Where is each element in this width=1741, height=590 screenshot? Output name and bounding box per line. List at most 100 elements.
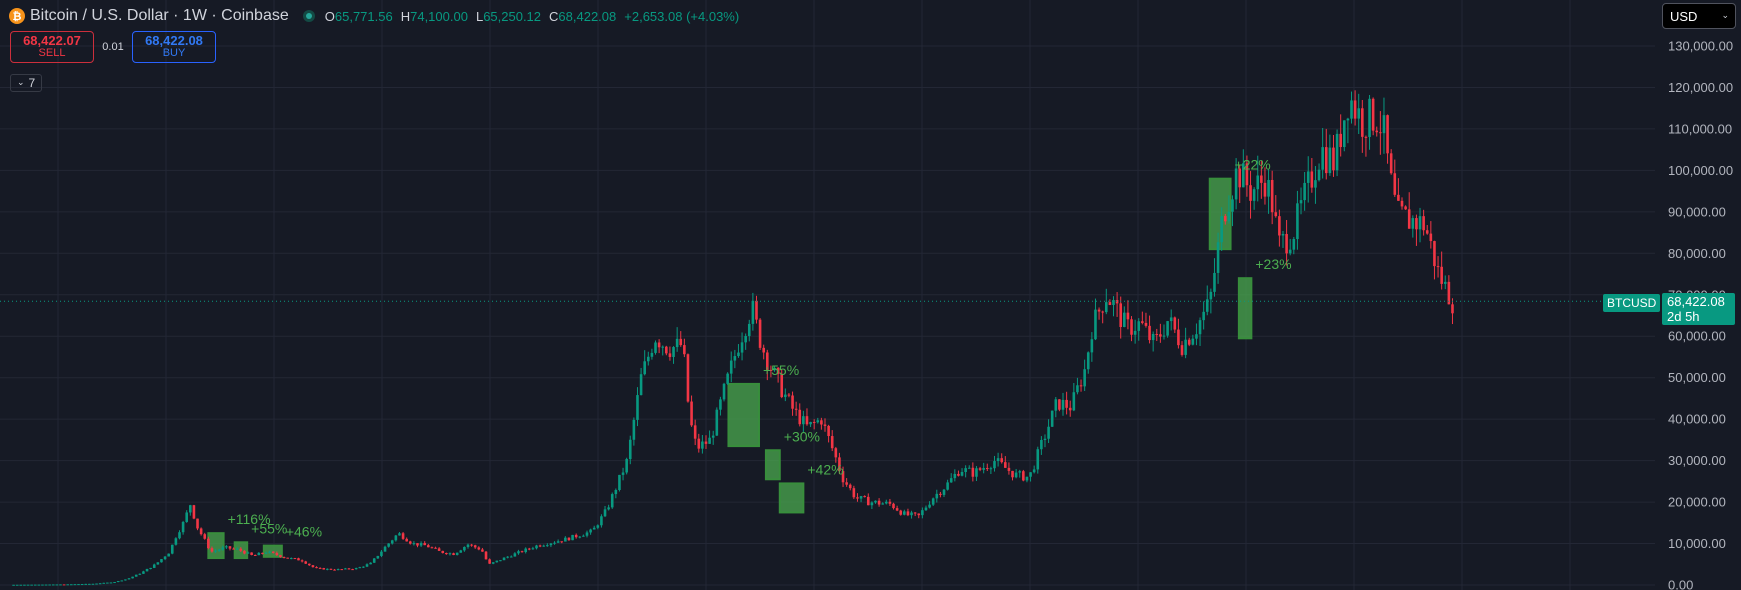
ohlc-low: L 65,250.12 (476, 9, 541, 24)
sell-button[interactable]: 68,422.07 SELL (10, 31, 94, 63)
candle-body (304, 561, 308, 564)
candle-body (1112, 300, 1115, 305)
candle-body (679, 338, 683, 346)
candle-body (293, 558, 297, 560)
candle-body (412, 543, 416, 545)
candle-body (931, 498, 935, 505)
candle-body (1382, 115, 1386, 134)
candle-body (852, 488, 856, 498)
candle-body (546, 545, 549, 547)
candle-body (1411, 218, 1415, 229)
candle-body (564, 537, 567, 542)
candle-body (336, 569, 340, 571)
candle-body (203, 534, 207, 539)
candle-body (394, 535, 398, 541)
candle-body (1299, 200, 1303, 204)
candle-body (1361, 108, 1364, 137)
candle-body (913, 512, 917, 514)
candle-body (816, 420, 820, 423)
spread-value: 0.01 (102, 41, 124, 53)
candle-body (405, 538, 408, 542)
candle-body (668, 353, 672, 357)
symbol-title[interactable]: Bitcoin / U.S. Dollar · 1W · Coinbase (30, 7, 289, 24)
candle-body (603, 509, 607, 517)
candle-body (877, 500, 881, 505)
candle-body (441, 550, 445, 553)
candle-body (538, 545, 542, 547)
indicators-toggle-button[interactable]: ⌄ 7 (10, 74, 43, 92)
candle-body (665, 346, 668, 354)
candle-body (747, 323, 751, 337)
candle-body (903, 511, 906, 515)
candle-body (1050, 410, 1054, 427)
candle-body (239, 548, 243, 551)
candle-body (715, 409, 719, 436)
candle-body (131, 576, 134, 579)
candle-body (300, 560, 304, 562)
candle-body (189, 505, 192, 513)
candle-body (1205, 299, 1209, 312)
candle-body (632, 419, 636, 440)
candle-body (1310, 171, 1314, 188)
chevron-down-icon: ⌄ (17, 78, 25, 88)
candle-body (225, 546, 228, 548)
candle-body (755, 300, 758, 320)
buy-button[interactable]: 68,422.08 BUY (132, 31, 216, 63)
candle-body (398, 533, 401, 536)
candle-body (985, 468, 989, 470)
candle-body (798, 409, 802, 425)
candle-body (942, 489, 946, 495)
candle-body (1094, 309, 1097, 340)
candle-body (614, 490, 618, 495)
candle-body (928, 504, 931, 508)
gain-annotation-box (778, 482, 805, 514)
candle-body (66, 584, 69, 586)
candle-body (704, 441, 708, 444)
gain-annotation-box (727, 382, 760, 448)
candle-body (1386, 115, 1389, 154)
candle-body (1054, 399, 1058, 411)
candle-body (693, 425, 697, 439)
candle-body (509, 556, 513, 558)
ohlc-close-value: 68,422.08 (558, 8, 617, 24)
candle-body (315, 567, 318, 569)
candle-body (1375, 130, 1379, 133)
candle-body (582, 535, 585, 537)
candle-body (1101, 311, 1104, 313)
market-status-icon[interactable] (302, 10, 315, 22)
candle-body (845, 482, 848, 485)
candle-body (185, 512, 189, 522)
sell-label: SELL (38, 47, 66, 60)
candle-body (1353, 100, 1357, 119)
candle-body (416, 543, 419, 546)
candle-body (827, 425, 830, 437)
candle-body (484, 551, 488, 560)
candle-body (434, 547, 437, 549)
candle-body (1451, 304, 1454, 314)
candle-body (19, 584, 23, 586)
candle-body (358, 567, 362, 569)
candle-body (982, 468, 985, 470)
candle-body (805, 416, 809, 425)
candle-body (1198, 320, 1202, 335)
candle-body (423, 543, 427, 546)
candle-body (1422, 216, 1425, 231)
candle-body (23, 584, 26, 586)
bitcoin-icon[interactable]: ₿ (9, 8, 25, 24)
sell-price: 68,422.07 (23, 33, 81, 49)
candle-body (170, 544, 174, 554)
candle-body (1440, 266, 1443, 284)
candle-body (344, 568, 347, 570)
candle-body (1227, 211, 1231, 222)
gain-annotation-label: +55% (763, 362, 799, 378)
candle-body (51, 584, 55, 586)
candle-body (758, 319, 762, 348)
candle-body (235, 548, 239, 550)
last-price-value: 68,422.08 (1667, 294, 1725, 309)
candle-body (340, 569, 344, 571)
currency-select[interactable]: USD ⌄ (1662, 3, 1736, 29)
candle-body (271, 551, 275, 553)
candle-body (15, 584, 19, 586)
candle-body (1393, 173, 1397, 195)
